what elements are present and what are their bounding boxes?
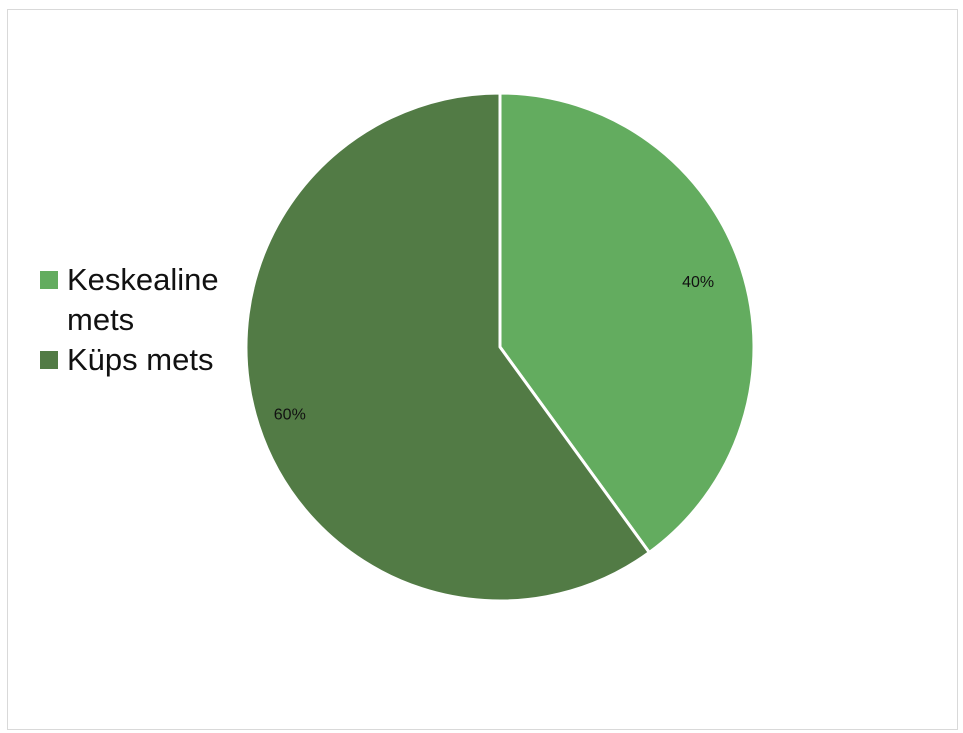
data-label-0: 40% bbox=[682, 274, 714, 291]
pie-slice-0 bbox=[498, 91, 756, 554]
legend-label-kups-mets: Küps mets bbox=[67, 342, 214, 377]
legend-swatch-keskealine-mets bbox=[40, 271, 58, 289]
legend-label-keskealine-mets: Keskealine mets bbox=[67, 262, 219, 337]
legend-item-keskealine-mets: Keskealine mets bbox=[40, 260, 240, 340]
pie-slice-1 bbox=[244, 91, 651, 603]
data-label-1: 60% bbox=[274, 407, 306, 424]
legend: Keskealine mets Küps mets bbox=[40, 260, 240, 380]
legend-item-kups-mets: Küps mets bbox=[40, 340, 240, 380]
legend-swatch-kups-mets bbox=[40, 351, 58, 369]
